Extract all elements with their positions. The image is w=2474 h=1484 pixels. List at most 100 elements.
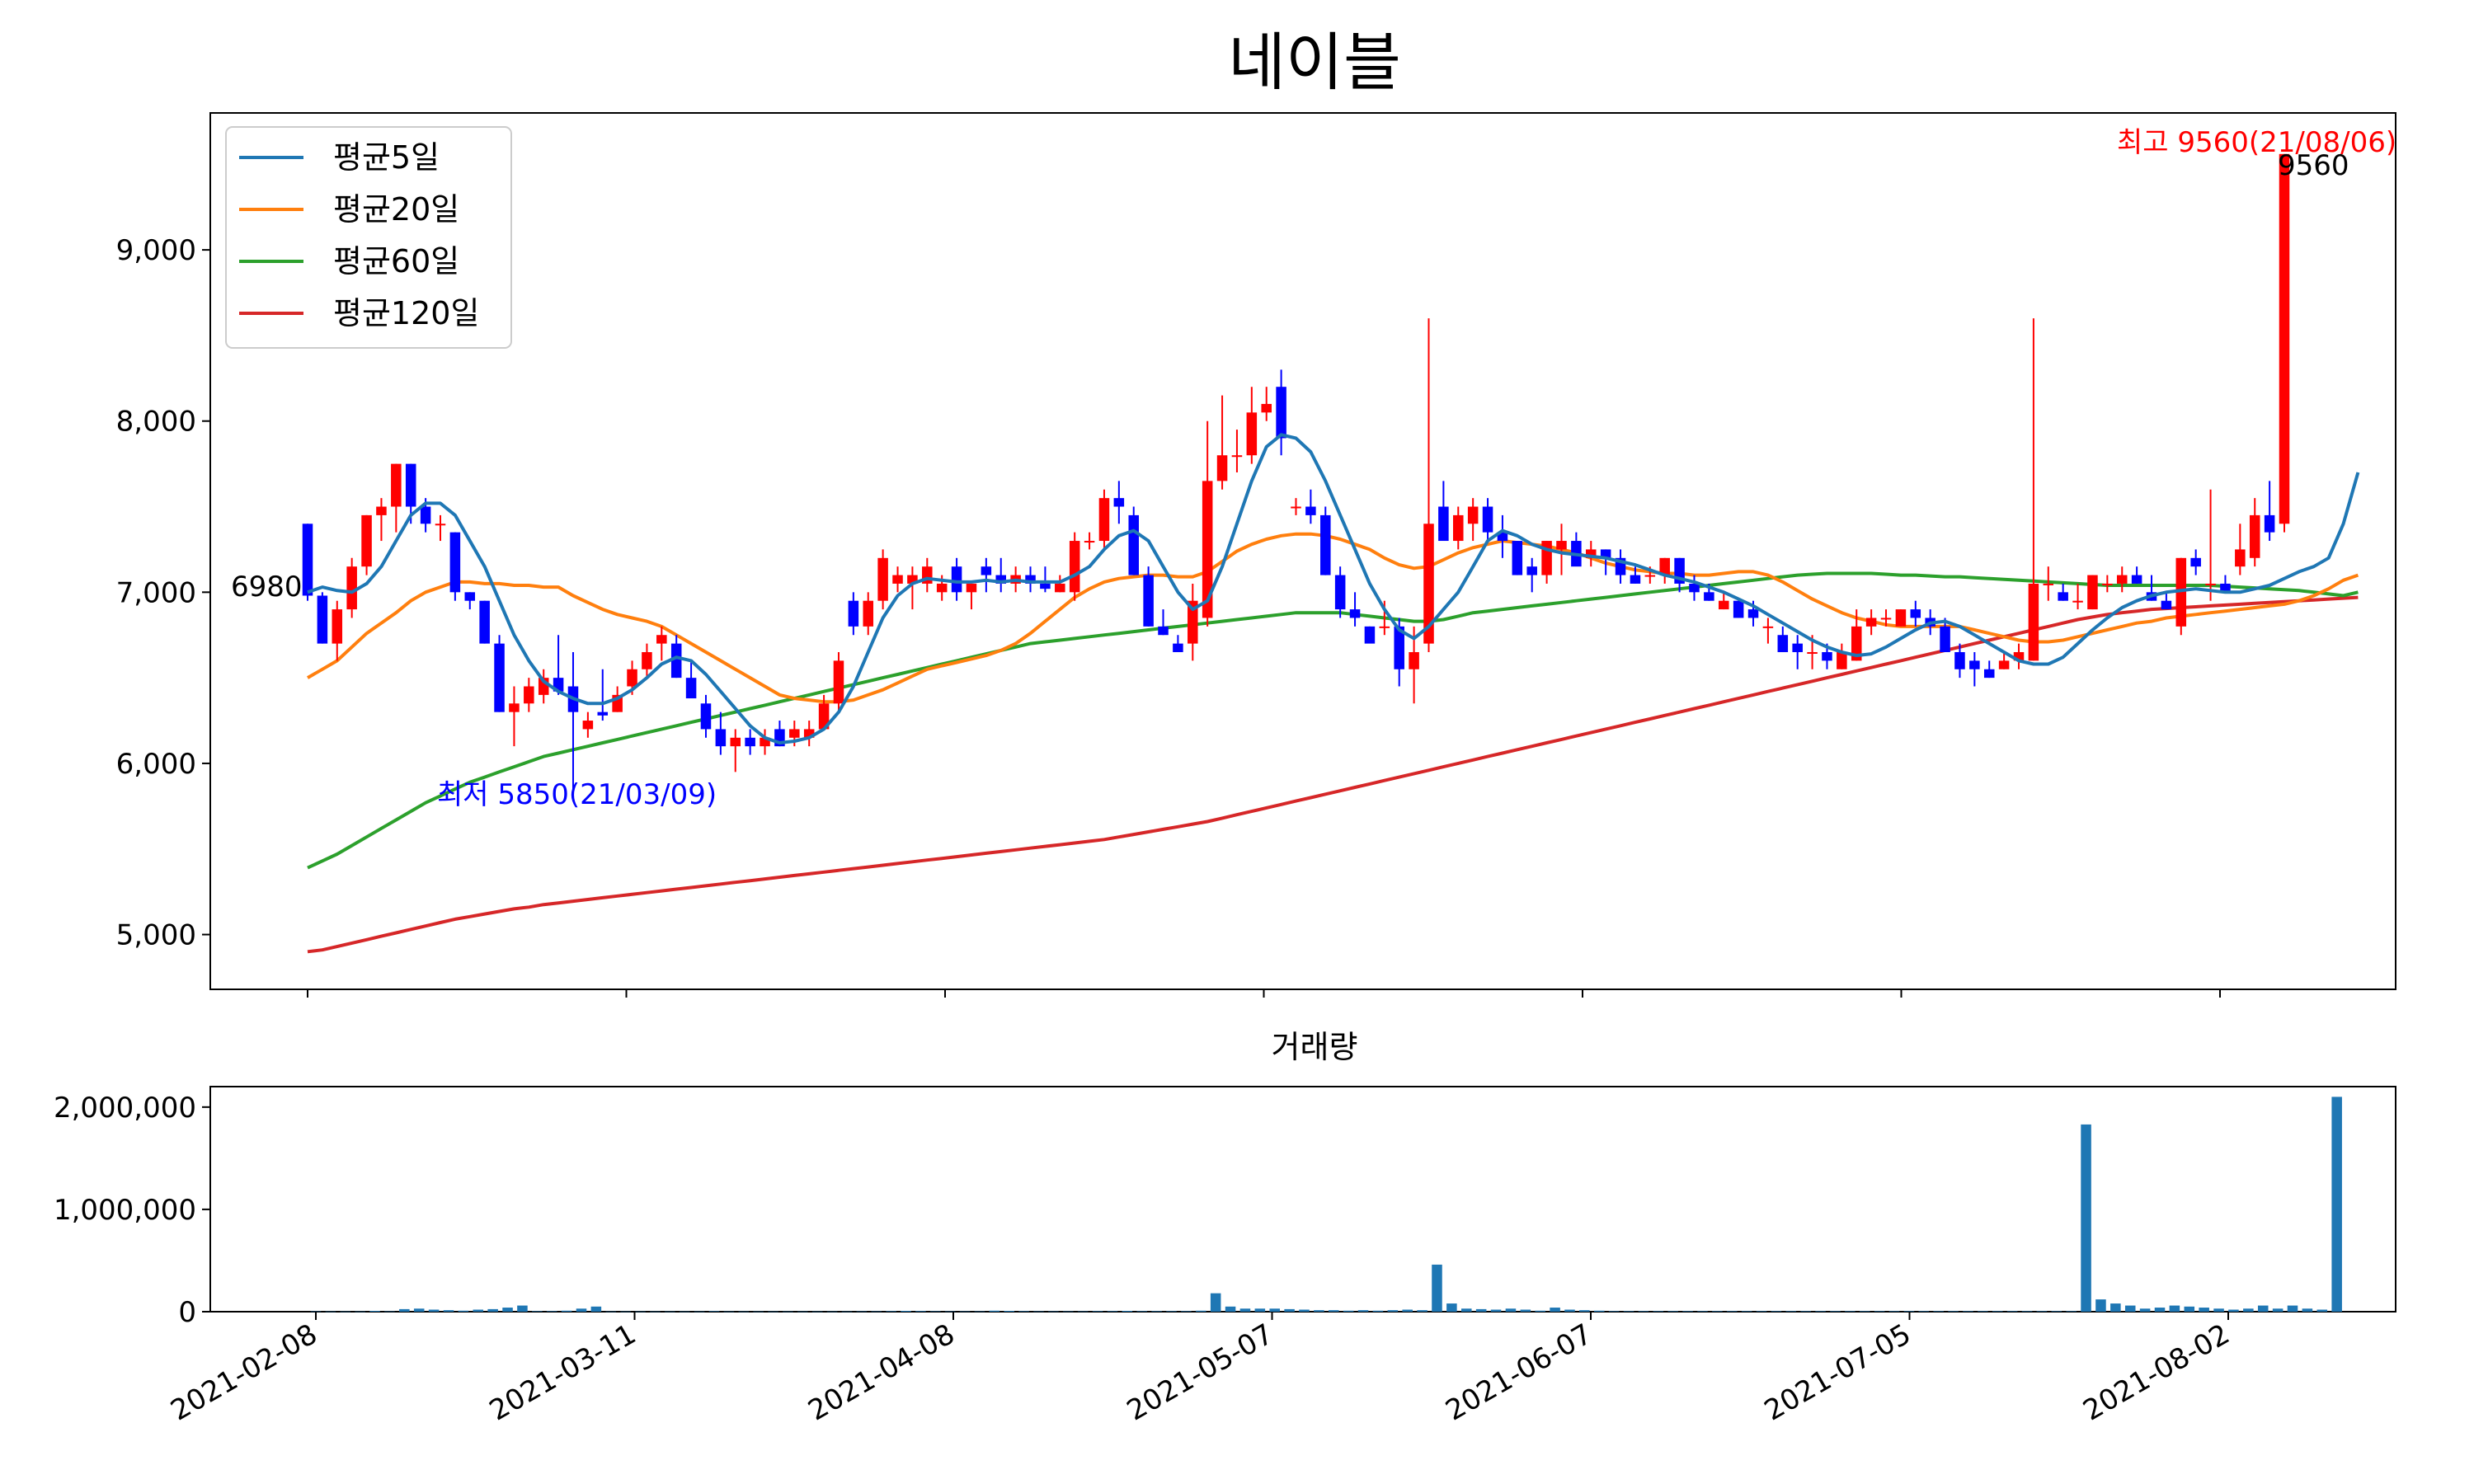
volume-bars	[310, 1097, 2342, 1313]
candle-body	[2072, 600, 2083, 603]
volume-bar	[1033, 1311, 1044, 1313]
candle-body	[1954, 651, 1965, 669]
candle-body	[2131, 575, 2142, 584]
price-plot-frame	[209, 112, 2396, 990]
volume-bar	[1992, 1311, 2003, 1312]
volume-bar	[1682, 1311, 1693, 1312]
candle-body	[1025, 575, 1036, 584]
volume-bar	[2095, 1299, 2106, 1312]
volume-bar	[1254, 1308, 1266, 1312]
volume-bar	[768, 1311, 778, 1313]
ma120-series	[307, 595, 2359, 954]
volume-bar	[959, 1311, 971, 1313]
volume-bar	[2228, 1309, 2239, 1312]
volume-plot-frame	[209, 1086, 2396, 1313]
volume-bar	[605, 1311, 617, 1313]
volume-bar	[1874, 1311, 1885, 1312]
volume-y-tick-label: 0	[178, 1296, 196, 1329]
candle-body	[2013, 651, 2025, 661]
volume-bar	[811, 1311, 823, 1313]
volume-bar	[2243, 1308, 2254, 1312]
candle-body	[1541, 541, 1552, 575]
first-close-label: 6980	[231, 571, 303, 603]
candle-body	[2043, 583, 2054, 585]
date-tick-label: 2021-06-07	[1440, 1317, 1597, 1427]
volume-x-axis: 2021-02-08 2021-03-11 2021-04-08 2021-05-07…	[165, 1312, 2236, 1428]
volume-bar	[1136, 1311, 1147, 1312]
candle-body	[1216, 455, 1228, 481]
volume-bar	[1520, 1309, 1531, 1312]
candle-body	[1188, 600, 1198, 644]
volume-bar	[590, 1306, 602, 1312]
candle-body	[1261, 403, 1272, 413]
volume-bar	[502, 1308, 513, 1312]
volume-bar	[1151, 1311, 1162, 1312]
volume-bar	[473, 1309, 484, 1312]
volume-bar	[1004, 1311, 1014, 1312]
candle-body	[1453, 514, 1464, 542]
volume-bar	[1314, 1310, 1324, 1312]
candle-body	[1438, 506, 1449, 542]
candle-body	[1762, 626, 1774, 628]
volume-bar	[1785, 1311, 1797, 1312]
candle-body	[494, 643, 505, 712]
volume-bar	[1475, 1308, 1487, 1312]
volume-bar	[2124, 1305, 2136, 1312]
candle-body	[1158, 626, 1169, 636]
candle-body	[2205, 583, 2216, 585]
candle-body	[1497, 532, 1508, 542]
candle-body	[1689, 583, 1700, 593]
candle-body	[1379, 626, 1390, 628]
volume-bar	[1166, 1311, 1177, 1312]
candle-body	[685, 678, 697, 699]
volume-bar	[458, 1310, 469, 1312]
candle-body	[1851, 626, 1862, 661]
volume-bar	[325, 1311, 336, 1313]
candle-body	[405, 463, 416, 507]
candle-body	[2175, 557, 2187, 627]
volume-bar	[1978, 1311, 1988, 1312]
volume-bar	[355, 1311, 365, 1313]
candle-body	[670, 643, 682, 679]
volume-bar	[2006, 1311, 2018, 1312]
volume-bar	[1461, 1308, 1472, 1312]
volume-bar	[797, 1311, 808, 1313]
volume-bar	[2081, 1124, 2091, 1312]
legend-label-ma120: 평균120일	[333, 295, 479, 331]
candle-body	[449, 532, 461, 593]
volume-bar	[1741, 1311, 1752, 1312]
volume-bar	[650, 1311, 661, 1313]
candle-body	[1747, 609, 1759, 618]
volume-title: 거래량	[1272, 1029, 1358, 1065]
volume-bar	[723, 1311, 735, 1313]
candle-body	[1659, 557, 1670, 575]
volume-bar	[1092, 1311, 1103, 1312]
legend-label-ma5: 평균5일	[333, 139, 440, 176]
volume-bar	[1387, 1310, 1399, 1312]
volume-bar	[2331, 1097, 2342, 1312]
candle-body	[1704, 592, 1714, 601]
volume-bar	[1830, 1311, 1841, 1312]
volume-bar	[2154, 1308, 2166, 1312]
volume-bar	[1284, 1308, 1295, 1312]
volume-bar	[1269, 1308, 1280, 1312]
volume-bar	[2272, 1308, 2284, 1312]
volume-bar	[1535, 1310, 1545, 1312]
candle-body	[848, 600, 859, 627]
candle-body	[464, 592, 476, 601]
volume-bar	[1948, 1311, 1959, 1312]
volume-bar	[1299, 1309, 1310, 1312]
date-tick-label: 2021-04-08	[802, 1317, 960, 1427]
candle-body	[2190, 557, 2201, 567]
candle-body	[1291, 506, 1301, 509]
candle-body	[745, 737, 755, 747]
volume-bar	[369, 1311, 380, 1312]
volume-bar	[1122, 1311, 1133, 1312]
volume-bar	[428, 1309, 440, 1312]
volume-y-axis: 0 1,000,000 2,000,000	[54, 1092, 210, 1329]
volume-bar	[783, 1311, 793, 1313]
volume-bar	[1329, 1310, 1339, 1312]
chart-title: 네이블	[1228, 26, 1401, 99]
legend: 평균5일 평균20일 평균60일 평균120일	[225, 126, 512, 349]
volume-bar	[2139, 1308, 2151, 1312]
